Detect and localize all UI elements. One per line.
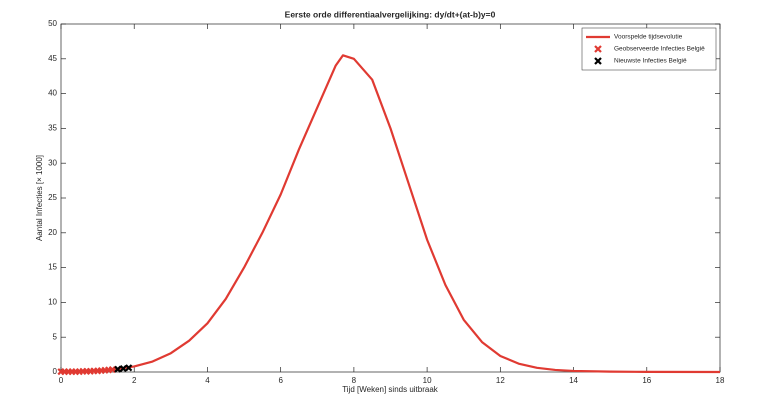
legend-swatch [594, 57, 602, 65]
y-tick-label: 35 [48, 124, 57, 133]
y-tick-label: 20 [48, 228, 57, 237]
marker [119, 364, 127, 373]
y-tick-label: 10 [48, 298, 57, 307]
legend-label: Nieuwste Infecties België [614, 58, 687, 65]
marker [114, 365, 122, 373]
y-tick-label: 30 [48, 158, 57, 167]
y-tick-label: 5 [53, 332, 58, 341]
x-tick-label: 14 [569, 376, 578, 385]
legend-label: Geobserveerde Infecties België [614, 46, 705, 53]
y-tick-label: 15 [48, 263, 57, 272]
x-tick-label: 6 [278, 376, 283, 385]
x-tick-label: 2 [132, 376, 137, 385]
y-tick-label: 25 [48, 193, 57, 202]
marker [125, 364, 133, 372]
x-tick-label: 0 [59, 376, 64, 385]
x-tick-label: 12 [496, 376, 505, 385]
x-tick-label: 8 [352, 376, 357, 385]
x-tick-label: 18 [716, 376, 725, 385]
legend-label: Voorspelde tijdsevolutie [614, 34, 683, 41]
y-tick-label: 40 [48, 89, 57, 98]
legend-box [581, 27, 717, 71]
y-tick-label: 45 [48, 54, 57, 63]
x-tick-label: 10 [423, 376, 432, 385]
x-tick-label: 16 [642, 376, 651, 385]
x-tick-label: 4 [205, 376, 210, 385]
y-axis-label: Aantal Infecties [× 1000] [35, 155, 44, 241]
marker [108, 365, 116, 374]
y-tick-label: 0 [53, 367, 58, 376]
line [60, 54, 721, 374]
legend-swatch [594, 45, 602, 53]
chart-title: Eerste orde differentiaalvergelijking: d… [285, 9, 496, 19]
y-tick-label: 50 [48, 19, 57, 28]
x-axis-label: Tijd [Weken] sinds uitbraak [342, 385, 439, 394]
